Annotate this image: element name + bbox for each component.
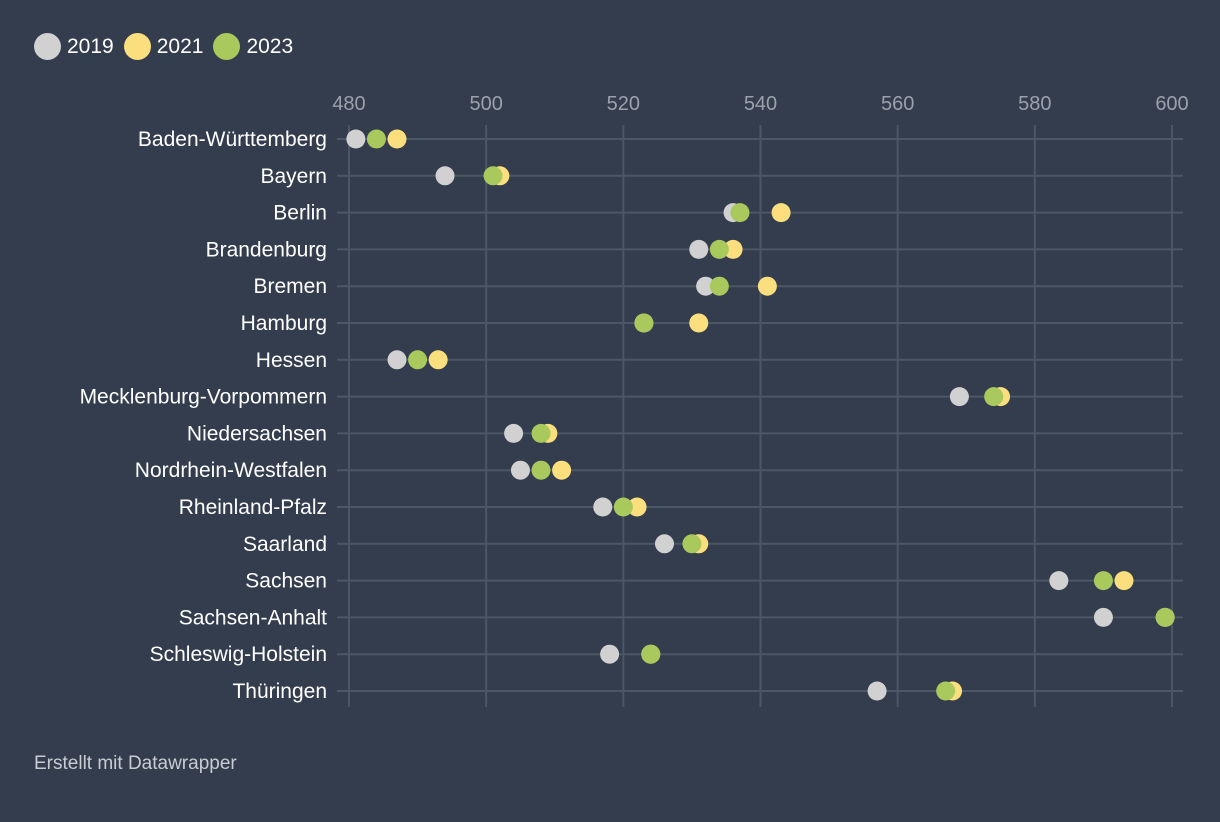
- dot-2023-8: [531, 423, 551, 443]
- category-label-14: Schleswig-Holstein: [150, 643, 327, 666]
- dot-2023-13: [1155, 607, 1175, 627]
- dot-2021-10: [627, 497, 647, 517]
- dot-2019-14: [600, 644, 620, 664]
- legend-label-2019: 2019: [67, 35, 114, 58]
- category-label-7: Mecklenburg-Vorpommern: [80, 386, 327, 409]
- dot-2021-4: [757, 276, 777, 296]
- legend: 2019 2021 2023: [34, 33, 303, 60]
- dot-2023-0: [366, 129, 386, 149]
- x-tick-label-540: 540: [744, 93, 777, 115]
- category-label-3: Brandenburg: [206, 238, 327, 261]
- category-label-12: Sachsen: [245, 570, 327, 593]
- x-tick-label-560: 560: [881, 93, 914, 115]
- legend-item-2021: 2021: [123, 33, 204, 60]
- x-tick-label-600: 600: [1155, 93, 1188, 115]
- legend-swatch-2023: [213, 33, 241, 60]
- grid-layer: [337, 125, 1183, 707]
- category-label-4: Bremen: [253, 275, 327, 298]
- dot-2019-0: [346, 129, 366, 149]
- dot-2019-6: [387, 350, 407, 370]
- dot-2019-4: [696, 276, 716, 296]
- dot-2023-9: [531, 460, 551, 480]
- dot-2021-0: [387, 129, 407, 149]
- dot-2021-12: [1114, 571, 1134, 591]
- dot-2019-8: [504, 423, 524, 443]
- dot-2019-9: [510, 460, 530, 480]
- legend-label-2021: 2021: [156, 35, 204, 58]
- legend-swatch-2021: [123, 33, 151, 60]
- x-tick-label-480: 480: [332, 93, 365, 115]
- dot-2019-3: [689, 239, 709, 259]
- category-label-0: Baden-Württemberg: [138, 128, 327, 151]
- dot-2019-11: [654, 534, 674, 554]
- dot-2023-10: [613, 497, 633, 517]
- category-label-8: Niedersachsen: [187, 422, 327, 445]
- data-points: [346, 129, 1175, 701]
- dot-2019-12: [1049, 571, 1069, 591]
- footer-credit: Erstellt mit Datawrapper: [34, 753, 237, 774]
- dot-2023-1: [483, 166, 503, 186]
- category-label-15: Thüringen: [232, 680, 327, 703]
- dot-2023-4: [709, 276, 729, 296]
- dot-2023-11: [682, 534, 702, 554]
- dot-2023-6: [408, 350, 428, 370]
- category-label-2: Berlin: [273, 202, 327, 225]
- category-label-13: Sachsen-Anhalt: [179, 606, 327, 629]
- dot-2023-3: [709, 239, 729, 259]
- dot-2021-6: [428, 350, 448, 370]
- category-label-10: Rheinland-Pfalz: [179, 496, 327, 519]
- category-label-5: Hamburg: [241, 312, 327, 335]
- x-tick-label-520: 520: [607, 93, 640, 115]
- category-label-11: Saarland: [243, 533, 327, 556]
- dot-2023-14: [641, 644, 661, 664]
- x-tick-label-580: 580: [1018, 93, 1051, 115]
- dot-2023-2: [730, 203, 750, 223]
- dot-2023-7: [984, 387, 1004, 407]
- legend-item-2023: 2023: [213, 33, 293, 60]
- dot-2021-9: [552, 460, 572, 480]
- category-label-1: Bayern: [260, 165, 327, 188]
- dot-2019-10: [593, 497, 613, 517]
- dot-2023-15: [936, 681, 956, 701]
- dot-2021-2: [771, 203, 791, 223]
- dot-2019-15: [867, 681, 887, 701]
- dot-2021-3: [723, 239, 743, 259]
- category-label-6: Hessen: [256, 349, 327, 372]
- x-axis-ticks: 480 500 520 540 560 580 600: [332, 93, 1188, 115]
- dot-2023-12: [1093, 571, 1113, 591]
- dot-2019-7: [949, 387, 969, 407]
- x-tick-label-500: 500: [469, 93, 502, 115]
- legend-label-2023: 2023: [246, 35, 294, 58]
- dot-2021-5: [689, 313, 709, 333]
- legend-swatch-2019: [34, 33, 61, 60]
- dot-2019-1: [435, 166, 455, 186]
- dot-2019-13: [1093, 607, 1113, 627]
- dot-2023-5: [634, 313, 654, 333]
- category-label-9: Nordrhein-Westfalen: [135, 459, 327, 482]
- category-labels: Baden-Württemberg Bayern Berlin Brandenburg…: [80, 128, 328, 703]
- legend-item-2019: 2019: [34, 33, 114, 60]
